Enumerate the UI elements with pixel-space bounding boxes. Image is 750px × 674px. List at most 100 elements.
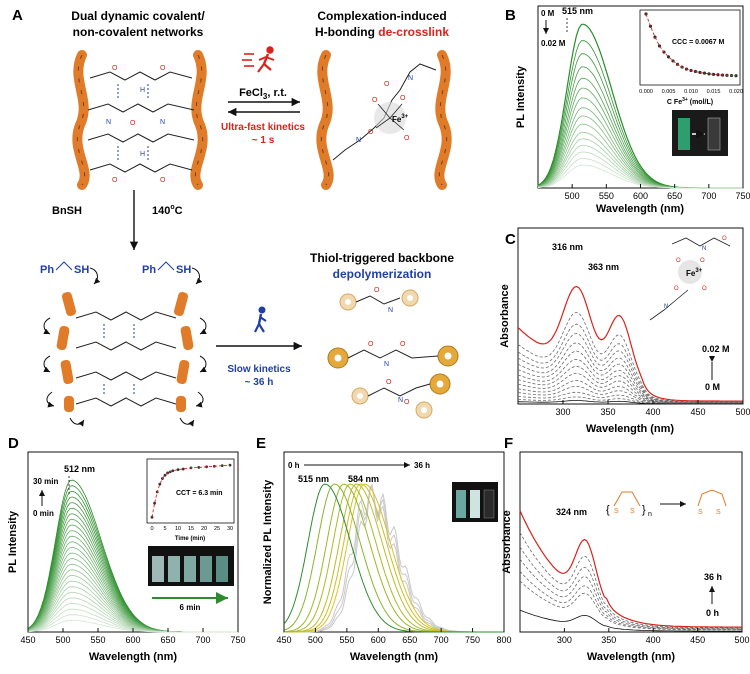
ring-molecule xyxy=(437,345,459,367)
x-tick-label: 700 xyxy=(195,635,210,645)
panel-c-peak-label-2: 363 nm xyxy=(588,262,619,272)
svg-text:{: { xyxy=(606,504,610,516)
reagent-fecl3: FeCl3, r.t. xyxy=(239,87,287,101)
inset-x-tick-label: 0 xyxy=(150,526,153,532)
polymer-backbone-right xyxy=(190,50,208,190)
panel-b-arrow-top: 0 M xyxy=(541,9,555,18)
series-line xyxy=(519,546,742,629)
x-tick-label: 650 xyxy=(667,191,682,201)
series-line xyxy=(519,609,742,632)
svg-text:S: S xyxy=(614,508,619,515)
series-line xyxy=(519,532,742,629)
network-right: Fe3+ O O O O O N N xyxy=(316,50,452,190)
panel-b: B 500 550 600 650 700 750 Wavelength (nm) PL … xyxy=(505,5,750,215)
panel-e-ylabel: Normalized PL Intensity xyxy=(262,479,274,604)
panel-a-title-right-1: Complexation-induced xyxy=(317,9,446,23)
svg-text:SH: SH xyxy=(74,264,89,276)
x-tick-label: 350 xyxy=(600,407,615,417)
panel-d-arrow-bottom: 0 min xyxy=(33,509,54,518)
x-tick-label: 750 xyxy=(735,191,750,201)
series-line xyxy=(519,580,742,631)
svg-text:O: O xyxy=(404,135,410,142)
panel-e-plot xyxy=(283,483,504,633)
inset-fit-line xyxy=(645,13,737,77)
series-line xyxy=(519,510,742,628)
panel-a-letter: A xyxy=(12,7,23,24)
walking-person-icon xyxy=(254,306,267,333)
panel-b-vial-photo xyxy=(672,110,728,156)
x-tick-label: 450 xyxy=(276,635,291,645)
panel-b-inset-xlabel: C Fe3+ (mol/L) xyxy=(667,97,713,106)
svg-text:O: O xyxy=(374,287,380,294)
x-tick-label: 550 xyxy=(599,191,614,201)
panel-f-axes-frame xyxy=(519,451,743,633)
panel-f-x-ticks: 300 350 400 450 500 xyxy=(557,628,750,645)
panel-a-title-bottom-2: depolymerization xyxy=(333,267,432,281)
x-tick-label: 500 xyxy=(55,635,70,645)
inset-point xyxy=(734,74,738,78)
panel-c-letter: C xyxy=(505,231,516,248)
inset-fit-line xyxy=(151,464,231,518)
kinetics-fast-label: Ultra-fast kinetics xyxy=(221,122,305,133)
panel-d-inset-xlabel: Time (min) xyxy=(175,536,205,542)
svg-text:O: O xyxy=(112,65,118,72)
panel-d-arrow-top: 30 min xyxy=(33,477,58,486)
panel-b-inset-plot xyxy=(644,12,738,78)
panel-c-arrow-bottom: 0 M xyxy=(705,382,720,392)
panel-d-vial-photo xyxy=(148,546,234,586)
panel-b-inset-annotation: CCC = 0.0067 M xyxy=(672,39,724,46)
panel-f-plot xyxy=(519,510,743,632)
ring-molecule xyxy=(401,289,419,307)
inset-point xyxy=(220,464,224,468)
x-tick-label: 500 xyxy=(565,191,580,201)
x-tick-label: 600 xyxy=(371,635,386,645)
polymer-backbone-left xyxy=(316,50,334,190)
svg-text:O: O xyxy=(368,129,374,136)
svg-text:O: O xyxy=(400,341,406,348)
x-tick-label: 500 xyxy=(734,635,749,645)
panel-f: F 300 350 400 450 500 Wavelength (nm) Absorb… xyxy=(501,435,750,663)
panel-b-arrow-bottom: 0.02 M xyxy=(541,39,566,48)
inset-point xyxy=(648,24,653,28)
inset-x-tick-label: 25 xyxy=(214,526,220,532)
svg-text:Ph: Ph xyxy=(40,264,54,276)
x-tick-label: 800 xyxy=(496,635,511,645)
svg-text:H: H xyxy=(140,87,145,94)
svg-text:N: N xyxy=(384,361,389,368)
series-line xyxy=(517,400,743,405)
x-tick-label: 500 xyxy=(308,635,323,645)
panel-d-x-ticks: 450 500 550 600 650 700 750 xyxy=(20,628,246,645)
inset-x-tick-label: 0.010 xyxy=(684,89,698,95)
running-person-icon xyxy=(242,46,275,73)
svg-text:O: O xyxy=(372,97,378,104)
x-tick-label: 400 xyxy=(645,407,660,417)
x-tick-label: 450 xyxy=(690,635,705,645)
panel-c-arrow-top: 0.02 M xyxy=(702,344,730,354)
svg-text:O: O xyxy=(130,120,136,127)
svg-text:N: N xyxy=(356,137,361,144)
reagent-bnsh: BnSH xyxy=(52,205,82,217)
panel-c-x-ticks: 300 350 400 450 500 xyxy=(555,400,750,417)
crosslink-chain xyxy=(89,163,193,173)
svg-text:S: S xyxy=(716,509,721,516)
thiol-left: Ph SH xyxy=(40,261,101,285)
panel-a-title-bottom-1: Thiol-triggered backbone xyxy=(310,251,454,265)
panel-c-fe-complex-structure: Fe3+ O O O O O N N xyxy=(649,236,731,321)
panel-f-ylabel: Absorbance xyxy=(501,510,513,574)
panel-b-peak-label: 515 nm xyxy=(562,6,593,16)
x-tick-label: 600 xyxy=(125,635,140,645)
series-line xyxy=(517,358,743,404)
series-line xyxy=(517,396,743,405)
x-tick-label: 450 xyxy=(20,635,35,645)
panel-d-peak-label: 512 nm xyxy=(64,464,95,474)
svg-text:N: N xyxy=(388,307,393,314)
svg-text:H: H xyxy=(140,151,145,158)
panel-f-arrow-top: 36 h xyxy=(704,572,722,582)
svg-text:N: N xyxy=(106,119,111,126)
svg-text:N: N xyxy=(160,119,165,126)
panel-b-xlabel: Wavelength (nm) xyxy=(596,203,685,215)
panel-d-inset-ticks: 0 5 10 15 20 25 30 xyxy=(150,526,233,532)
panel-c-xlabel: Wavelength (nm) xyxy=(586,423,675,435)
inset-point xyxy=(698,70,702,75)
inset-point xyxy=(158,482,162,486)
